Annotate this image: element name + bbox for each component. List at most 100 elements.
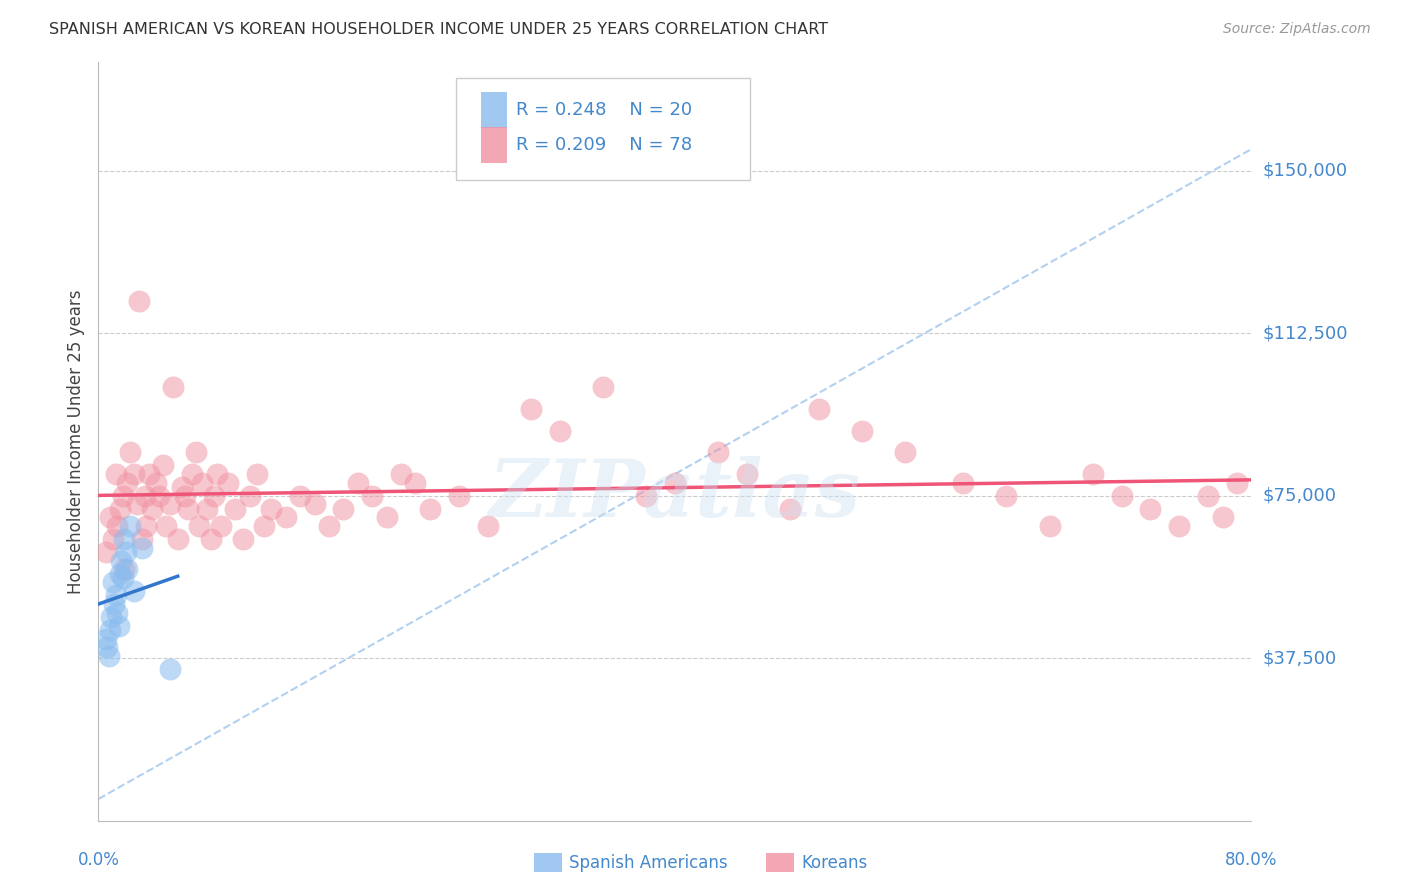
Point xyxy=(170,480,193,494)
Point xyxy=(127,497,149,511)
Point xyxy=(186,445,208,459)
Point xyxy=(100,610,122,624)
Point xyxy=(995,489,1018,503)
Point xyxy=(1168,519,1191,533)
Point xyxy=(131,541,153,555)
Point xyxy=(389,467,412,481)
Point xyxy=(120,445,142,459)
Point xyxy=(191,475,214,490)
Point xyxy=(200,532,222,546)
Point xyxy=(332,501,354,516)
Point xyxy=(779,501,801,516)
Text: $37,500: $37,500 xyxy=(1263,649,1337,667)
Point xyxy=(195,501,218,516)
Point xyxy=(209,519,232,533)
Point xyxy=(152,458,174,473)
Point xyxy=(1139,501,1161,516)
Point xyxy=(405,475,427,490)
Point xyxy=(851,424,873,438)
Point xyxy=(318,519,340,533)
Point xyxy=(112,532,135,546)
Point xyxy=(166,532,188,546)
Point xyxy=(205,467,228,481)
Point xyxy=(447,489,470,503)
Point xyxy=(131,532,153,546)
Point xyxy=(111,489,134,503)
FancyBboxPatch shape xyxy=(456,78,749,180)
Point xyxy=(117,475,139,490)
Point xyxy=(375,510,398,524)
Text: Spanish Americans: Spanish Americans xyxy=(569,854,728,871)
Y-axis label: Householder Income Under 25 years: Householder Income Under 25 years xyxy=(66,289,84,594)
Point xyxy=(105,606,128,620)
Point xyxy=(105,519,128,533)
Point xyxy=(138,467,160,481)
Point xyxy=(894,445,917,459)
Point xyxy=(104,588,127,602)
Point xyxy=(124,584,146,599)
Point xyxy=(128,293,150,308)
Point xyxy=(112,562,135,576)
Text: Source: ZipAtlas.com: Source: ZipAtlas.com xyxy=(1223,22,1371,37)
Point xyxy=(520,402,543,417)
Point xyxy=(274,510,297,524)
Point xyxy=(159,497,181,511)
Text: $112,500: $112,500 xyxy=(1263,324,1348,343)
Point xyxy=(1039,519,1062,533)
Point xyxy=(290,489,312,503)
Point xyxy=(664,475,686,490)
Point xyxy=(1081,467,1104,481)
Point xyxy=(477,519,499,533)
Point xyxy=(107,618,129,632)
Point xyxy=(952,475,974,490)
Text: R = 0.248    N = 20: R = 0.248 N = 20 xyxy=(516,101,692,120)
Point xyxy=(104,467,127,481)
Point xyxy=(94,632,117,646)
Point xyxy=(148,489,170,503)
Point xyxy=(260,501,283,516)
Point xyxy=(108,501,131,516)
Point xyxy=(96,640,118,655)
Point xyxy=(253,519,276,533)
Point xyxy=(114,545,136,559)
Point xyxy=(808,402,831,417)
Point xyxy=(155,519,177,533)
Point xyxy=(135,519,157,533)
Text: 0.0%: 0.0% xyxy=(77,851,120,869)
Point xyxy=(117,562,139,576)
Point xyxy=(548,424,571,438)
Text: $75,000: $75,000 xyxy=(1263,487,1337,505)
Point xyxy=(239,489,262,503)
Point xyxy=(120,519,142,533)
Point xyxy=(124,467,146,481)
Point xyxy=(217,475,239,490)
Point xyxy=(101,575,124,590)
Point xyxy=(735,467,758,481)
Point xyxy=(181,467,204,481)
Point xyxy=(174,489,197,503)
Bar xyxy=(481,92,506,128)
Point xyxy=(94,545,117,559)
Point xyxy=(1197,489,1219,503)
Point xyxy=(246,467,269,481)
Point xyxy=(101,532,124,546)
Bar xyxy=(481,127,506,163)
Point xyxy=(361,489,384,503)
Point xyxy=(1212,510,1234,524)
Point xyxy=(111,571,134,585)
Point xyxy=(110,554,132,568)
Point xyxy=(108,566,131,581)
Point xyxy=(346,475,368,490)
Point xyxy=(304,497,326,511)
Point xyxy=(177,501,200,516)
Point xyxy=(592,380,614,394)
Point xyxy=(103,597,125,611)
Point xyxy=(97,648,120,663)
Point xyxy=(159,662,181,676)
Point xyxy=(707,445,730,459)
Point xyxy=(188,519,211,533)
Text: SPANISH AMERICAN VS KOREAN HOUSEHOLDER INCOME UNDER 25 YEARS CORRELATION CHART: SPANISH AMERICAN VS KOREAN HOUSEHOLDER I… xyxy=(49,22,828,37)
Text: ZIPatlas: ZIPatlas xyxy=(489,456,860,533)
Point xyxy=(419,501,441,516)
Point xyxy=(98,510,121,524)
